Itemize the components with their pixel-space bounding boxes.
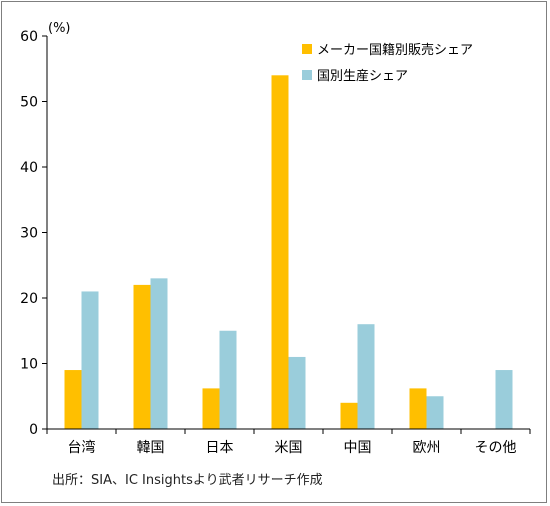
x-tick-label-3: 米国 xyxy=(275,440,303,456)
legend-label-sales: メーカー国籍別販売シェア xyxy=(317,42,473,58)
legend-swatch-production xyxy=(302,70,312,80)
y-tick-label-5: 50 xyxy=(20,95,38,111)
bar-sales-2 xyxy=(202,388,220,429)
bar-sales-4 xyxy=(340,402,358,429)
y-tick-label-1: 10 xyxy=(20,357,38,373)
bar-sales-1 xyxy=(133,284,151,429)
bar-production-6 xyxy=(495,370,513,429)
bar-sales-5 xyxy=(409,388,427,429)
bar-sales-3 xyxy=(271,75,289,430)
bar-production-2 xyxy=(219,330,237,429)
x-tick-label-5: 欧州 xyxy=(413,440,441,456)
bar-production-0 xyxy=(81,291,99,429)
y-tick-label-6: 60 xyxy=(20,29,38,45)
y-tick-label-0: 0 xyxy=(29,422,38,438)
bar-production-3 xyxy=(288,356,306,429)
y-tick-label-2: 20 xyxy=(20,291,38,307)
source-note: 出所：SIA、IC Insightsより武者リサーチ作成 xyxy=(52,473,323,488)
bar-production-1 xyxy=(150,278,168,429)
y-tick-label-3: 30 xyxy=(20,226,38,242)
x-tick-label-1: 韓国 xyxy=(137,440,165,456)
x-tick-label-2: 日本 xyxy=(206,440,234,456)
bar-production-4 xyxy=(357,324,375,429)
unit-label: (%) xyxy=(48,21,71,36)
x-tick-label-0: 台湾 xyxy=(68,439,96,456)
legend-label-production: 国別生産シェア xyxy=(317,68,408,84)
bar-production-5 xyxy=(426,396,444,429)
y-tick-label-4: 40 xyxy=(20,160,38,176)
x-tick-label-4: 中国 xyxy=(344,440,372,456)
bar-sales-0 xyxy=(64,370,82,429)
legend-swatch-sales xyxy=(302,44,312,54)
legend: メーカー国籍別販売シェア 国別生産シェア xyxy=(302,42,473,84)
x-tick-label-6: その他 xyxy=(475,440,517,456)
